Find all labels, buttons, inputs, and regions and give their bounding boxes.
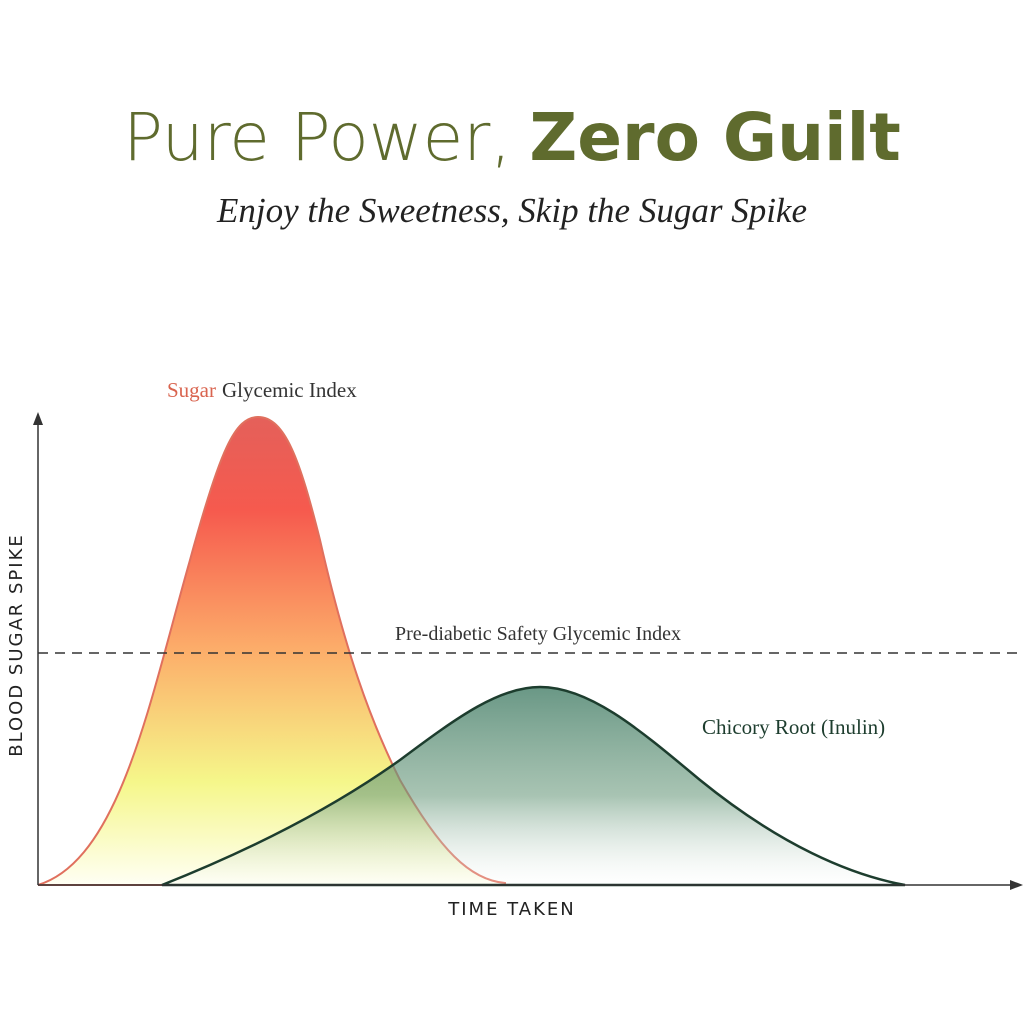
x-axis-arrow bbox=[1010, 880, 1023, 890]
subtitle: Enjoy the Sweetness, Skip the Sugar Spik… bbox=[216, 191, 807, 230]
title-light: Pure Power, bbox=[123, 99, 511, 176]
sugar-highlight: Sugar bbox=[167, 378, 216, 402]
sugar-label: Sugar Glycemic Index bbox=[167, 378, 357, 402]
sugar-label-rest: Glycemic Index bbox=[222, 378, 357, 402]
chicory-label: Chicory Root (Inulin) bbox=[702, 715, 885, 739]
title-bold: Zero Guilt bbox=[529, 99, 900, 176]
chicory-curve bbox=[161, 685, 906, 887]
y-axis-label: BLOOD SUGAR SPIKE bbox=[6, 533, 27, 757]
title: Pure Power, Zero Guilt bbox=[123, 99, 901, 176]
y-axis-arrow bbox=[33, 412, 43, 425]
x-axis-label: TIME TAKEN bbox=[447, 899, 575, 920]
threshold-label: Pre-diabetic Safety Glycemic Index bbox=[395, 623, 681, 645]
